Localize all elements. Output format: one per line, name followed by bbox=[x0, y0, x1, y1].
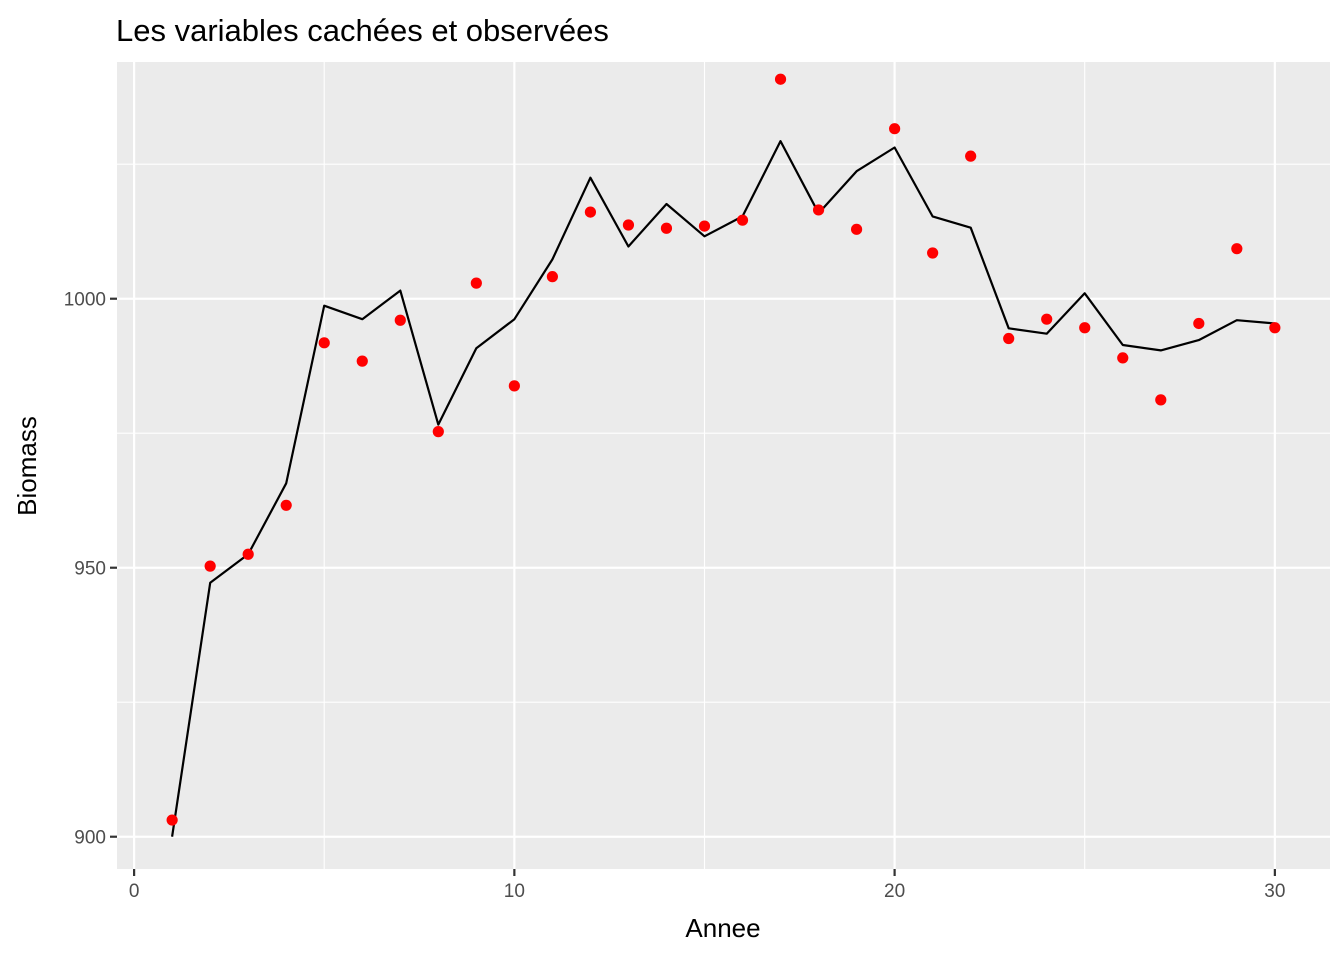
observed-point bbox=[1079, 322, 1091, 334]
observed-point bbox=[1041, 313, 1053, 325]
observed-point bbox=[318, 337, 330, 349]
observed-point bbox=[280, 499, 292, 511]
x-tick-label: 0 bbox=[129, 881, 140, 902]
y-axis: 900 950 1000 bbox=[64, 290, 117, 849]
observed-point bbox=[889, 123, 901, 135]
observed-point bbox=[584, 206, 597, 218]
observed-point bbox=[166, 814, 178, 826]
observed-point bbox=[698, 220, 711, 232]
observed-point bbox=[1003, 332, 1015, 345]
hidden-series-line bbox=[171, 140, 1275, 837]
x-axis-title: Annee bbox=[685, 913, 760, 943]
minor-gridlines bbox=[117, 62, 1330, 869]
x-tick-label: 10 bbox=[504, 881, 525, 902]
chart-title: Les variables cachées et observées bbox=[116, 13, 609, 48]
observed-point bbox=[774, 73, 787, 85]
observed-point bbox=[508, 380, 520, 392]
observed-point bbox=[356, 355, 368, 367]
x-axis: 0 10 20 30 bbox=[129, 869, 1285, 902]
observed-point bbox=[812, 204, 825, 216]
y-tick-label: 1000 bbox=[64, 290, 106, 311]
observed-point bbox=[1155, 394, 1167, 406]
observed-point bbox=[622, 219, 635, 231]
observed-point bbox=[1193, 317, 1205, 330]
observed-point bbox=[850, 223, 863, 235]
observed-point bbox=[927, 247, 939, 259]
major-gridlines bbox=[117, 62, 1330, 869]
observed-point bbox=[736, 214, 749, 226]
y-axis-title: Biomass bbox=[12, 416, 42, 516]
observed-point bbox=[1269, 322, 1281, 334]
observed-point bbox=[1117, 352, 1129, 364]
observed-series-points bbox=[166, 73, 1281, 826]
observed-point bbox=[660, 222, 673, 234]
x-tick-label: 30 bbox=[1264, 881, 1285, 902]
observed-point bbox=[1231, 243, 1243, 255]
observed-point bbox=[394, 314, 406, 326]
plot-panel bbox=[117, 62, 1330, 869]
observed-point bbox=[470, 277, 482, 289]
x-tick-label: 20 bbox=[884, 881, 905, 902]
observed-point bbox=[242, 548, 254, 560]
observed-point bbox=[965, 150, 977, 162]
observed-point bbox=[546, 271, 558, 283]
y-tick-label: 950 bbox=[74, 559, 106, 580]
observed-point bbox=[204, 560, 216, 572]
y-tick-label: 900 bbox=[74, 828, 106, 849]
observed-point bbox=[432, 426, 444, 438]
